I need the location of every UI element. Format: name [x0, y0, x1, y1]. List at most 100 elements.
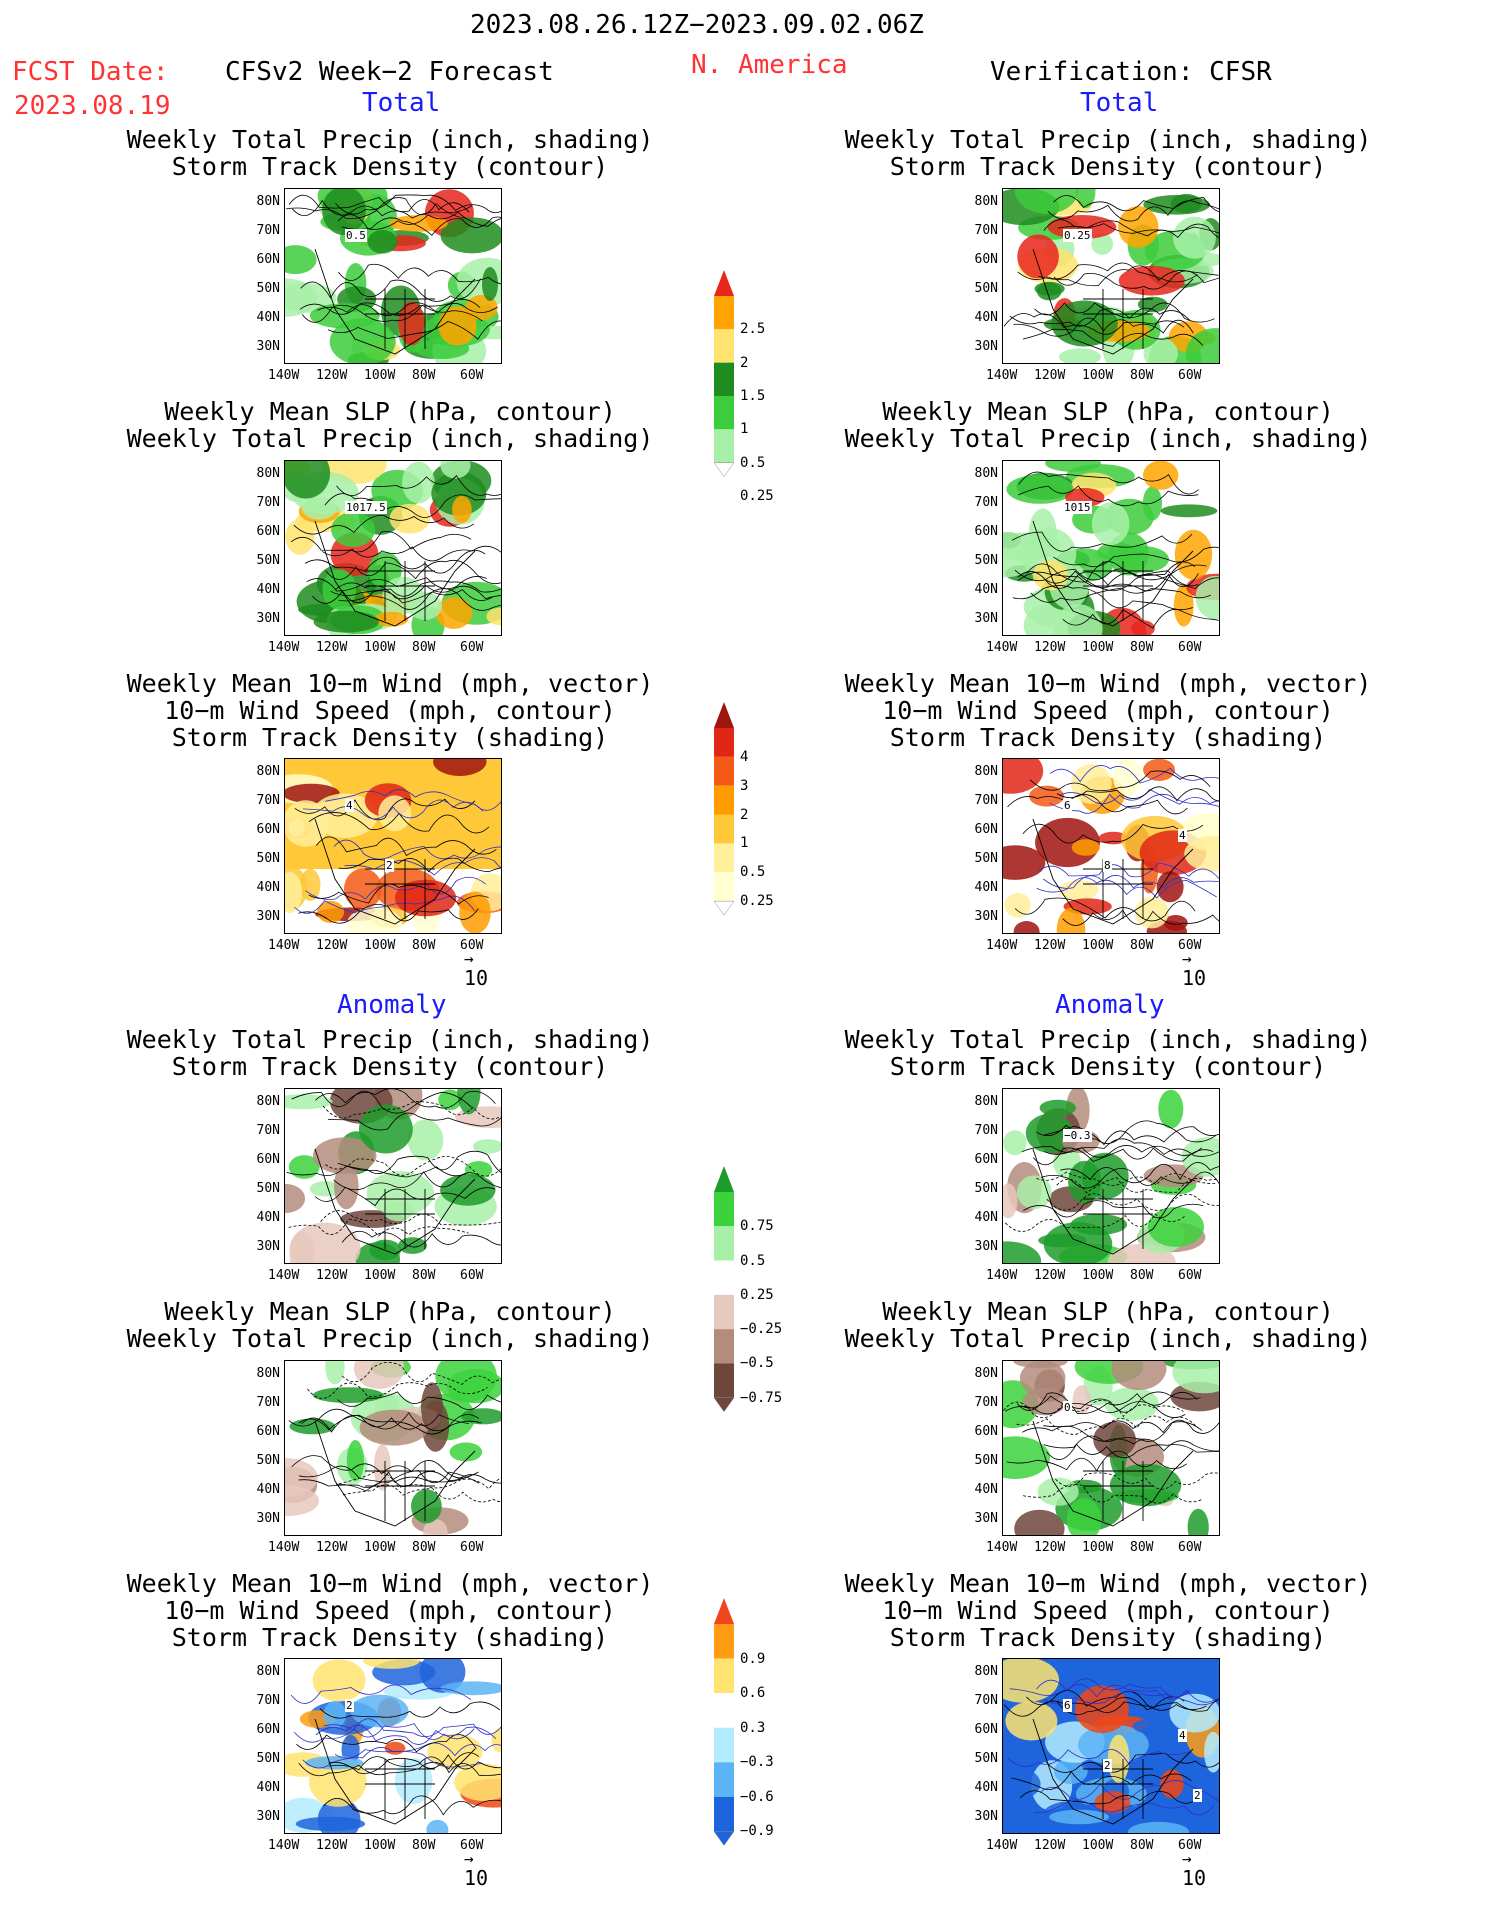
wind-anom-verification-contour-label: 2 [1193, 1789, 1202, 1802]
precip-anom-verification-lon-label: 60W [1178, 1268, 1202, 1283]
wind-total-verification-vector-ref: 10 [1182, 966, 1207, 990]
colorbar-precip_total [713, 270, 735, 510]
precip-anom-verification-lon-label: 140W [986, 1268, 1018, 1283]
slp-anom-forecast-lat-label: 30N [256, 1511, 280, 1526]
colorbar-storm_anom-label: 0.9 [740, 1650, 766, 1667]
wind-total-verification-map-svg [1003, 759, 1219, 933]
wind-total-forecast-lat-label: 30N [256, 909, 280, 924]
wind-total-verification-title-line: Storm Track Density (shading) [889, 723, 1327, 752]
slp-total-verification-title-line: Weekly Mean SLP (hPa, contour) [882, 397, 1334, 426]
slp-total-forecast-lat-label: 40N [256, 582, 280, 597]
precip-anom-forecast-lon-label: 140W [268, 1268, 300, 1283]
slp-total-verification-lat-label: 60N [974, 524, 998, 539]
region-title: N. America [691, 50, 848, 80]
precip-anom-verification-map-svg [1003, 1089, 1219, 1263]
colorbar-storm_total-label: 0.25 [740, 893, 774, 910]
colorbar-storm_anom-top [714, 1598, 734, 1624]
precip-total-verification-map: 0.25 [1002, 188, 1220, 364]
precip-total-forecast-contour-label: 0.5 [345, 229, 367, 242]
colorbar-precip_anom-segment [714, 1260, 734, 1295]
wind-anom-verification-lon-label: 60W [1178, 1838, 1202, 1853]
wind-anom-forecast-lat-label: 50N [256, 1751, 280, 1766]
wind-anom-forecast-lon-label: 100W [364, 1838, 396, 1853]
slp-anom-forecast-title-line: Weekly Mean SLP (hPa, contour) [164, 1297, 616, 1326]
slp-total-forecast-title-line: Weekly Mean SLP (hPa, contour) [164, 397, 616, 426]
precip-total-verification-lat-label: 80N [974, 194, 998, 209]
wind-total-verification-vector-arrow: → [1182, 949, 1192, 968]
wind-total-verification-title-line: 10−m Wind Speed (mph, contour) [882, 696, 1334, 725]
wind-anom-forecast-lat-label: 80N [256, 1664, 280, 1679]
precip-total-forecast-lat-label: 80N [256, 194, 280, 209]
colorbar-precip_total-segment [714, 362, 734, 396]
wind-total-forecast-lon-label: 100W [364, 938, 396, 953]
colorbar-storm_total-label: 4 [740, 748, 749, 765]
slp-anom-verification-lat-label: 30N [974, 1511, 998, 1526]
precip-total-forecast-lon-label: 120W [316, 368, 348, 383]
wind-total-verification-lon-label: 100W [1082, 938, 1114, 953]
slp-anom-forecast-map [284, 1360, 502, 1536]
precip-total-verification-lat-label: 40N [974, 310, 998, 325]
wind-total-verification-lat-label: 40N [974, 880, 998, 895]
colorbar-precip_anom-label: 0.5 [740, 1252, 766, 1269]
wind-total-verification-title-line: Weekly Mean 10−m Wind (mph, vector) [844, 669, 1372, 698]
wind-total-verification-lat-label: 80N [974, 764, 998, 779]
colorbar-precip_total-svg [713, 270, 735, 478]
precip-anom-forecast-lon-label: 60W [460, 1268, 484, 1283]
colorbar-storm_anom-segment [714, 1693, 734, 1728]
slp-total-verification-lon-label: 60W [1178, 640, 1202, 655]
wind-anom-forecast-lat-label: 70N [256, 1693, 280, 1708]
wind-anom-forecast-title-line: Weekly Mean 10−m Wind (mph, vector) [126, 1569, 654, 1598]
slp-total-verification-lon-label: 80W [1130, 640, 1154, 655]
precip-total-forecast-title-line: Storm Track Density (contour) [171, 152, 609, 181]
wind-anom-verification-title-line: Weekly Mean 10−m Wind (mph, vector) [844, 1569, 1372, 1598]
wind-total-verification-contour-label: 4 [1178, 829, 1187, 842]
wind-anom-verification-lon-label: 140W [986, 1838, 1018, 1853]
slp-total-forecast-lon-label: 100W [364, 640, 396, 655]
section-anomaly-left: Anomaly [337, 990, 447, 1020]
slp-total-verification-map: 1015 [1002, 460, 1220, 636]
slp-total-verification-title: Weekly Mean SLP (hPa, contour) Weekly Tot… [788, 398, 1428, 452]
colorbar-precip_anom-label: −0.5 [740, 1355, 774, 1372]
colorbar-storm_anom-segment [714, 1796, 734, 1832]
slp-total-verification-title-line: Weekly Total Precip (inch, shading) [844, 424, 1372, 453]
wind-total-forecast-lon-label: 140W [268, 938, 300, 953]
slp-anom-verification-lat-label: 50N [974, 1453, 998, 1468]
wind-anom-verification-lon-label: 120W [1034, 1838, 1066, 1853]
wind-anom-forecast-lon-label: 140W [268, 1838, 300, 1853]
wind-total-forecast-title-line: Weekly Mean 10−m Wind (mph, vector) [126, 669, 654, 698]
slp-total-forecast-lat-label: 50N [256, 553, 280, 568]
precip-anom-forecast-lon-label: 80W [412, 1268, 436, 1283]
colorbar-storm_anom-label: −0.6 [740, 1788, 774, 1805]
wind-anom-verification-title-line: 10−m Wind Speed (mph, contour) [882, 1596, 1334, 1625]
colorbar-storm_total [713, 702, 735, 944]
slp-anom-forecast-title: Weekly Mean SLP (hPa, contour) Weekly Tot… [70, 1298, 710, 1352]
colorbar-storm_total-segment [714, 843, 734, 873]
precip-total-verification-title-line: Weekly Total Precip (inch, shading) [844, 125, 1372, 154]
wind-anom-verification-lat-label: 50N [974, 1751, 998, 1766]
precip-anom-verification-contour-label: −0.3 [1063, 1129, 1092, 1142]
wind-total-forecast-lon-label: 120W [316, 938, 348, 953]
colorbar-precip_total-label: 1.5 [740, 388, 766, 404]
colorbar-storm_total-label: 1 [740, 835, 749, 852]
fcst-date-label: FCST Date: [12, 57, 169, 87]
precip-anom-forecast-lat-label: 70N [256, 1123, 280, 1138]
colorbar-storm_total-label: 0.5 [740, 864, 766, 881]
wind-total-forecast-lat-label: 80N [256, 764, 280, 779]
colorbar-precip_anom-segment [714, 1226, 734, 1261]
colorbar-precip_anom-label: −0.75 [740, 1389, 783, 1406]
precip-total-verification-title: Weekly Total Precip (inch, shading) Storm… [788, 126, 1428, 180]
wind-total-verification-map: 6 8 4 [1002, 758, 1220, 934]
colorbar-precip_anom-bottom [713, 1397, 735, 1413]
precip-total-forecast-lat-label: 50N [256, 281, 280, 296]
precip-anom-verification-lon-label: 120W [1034, 1268, 1066, 1283]
wind-anom-forecast-title-line: Storm Track Density (shading) [171, 1623, 609, 1652]
wind-anom-forecast-title: Weekly Mean 10−m Wind (mph, vector) 10−m … [70, 1570, 710, 1651]
precip-total-forecast-title-line: Weekly Total Precip (inch, shading) [126, 125, 654, 154]
colorbar-storm_anom-segment [714, 1762, 734, 1797]
colorbar-precip_anom-svg [713, 1166, 735, 1413]
slp-total-verification-lon-label: 120W [1034, 640, 1066, 655]
precip-anom-forecast-lat-label: 60N [256, 1152, 280, 1167]
precip-anom-forecast-map-svg [285, 1089, 501, 1263]
valid-period: 2023.08.26.12Z−2023.09.02.06Z [470, 10, 924, 40]
colorbar-storm_anom [713, 1598, 735, 1880]
